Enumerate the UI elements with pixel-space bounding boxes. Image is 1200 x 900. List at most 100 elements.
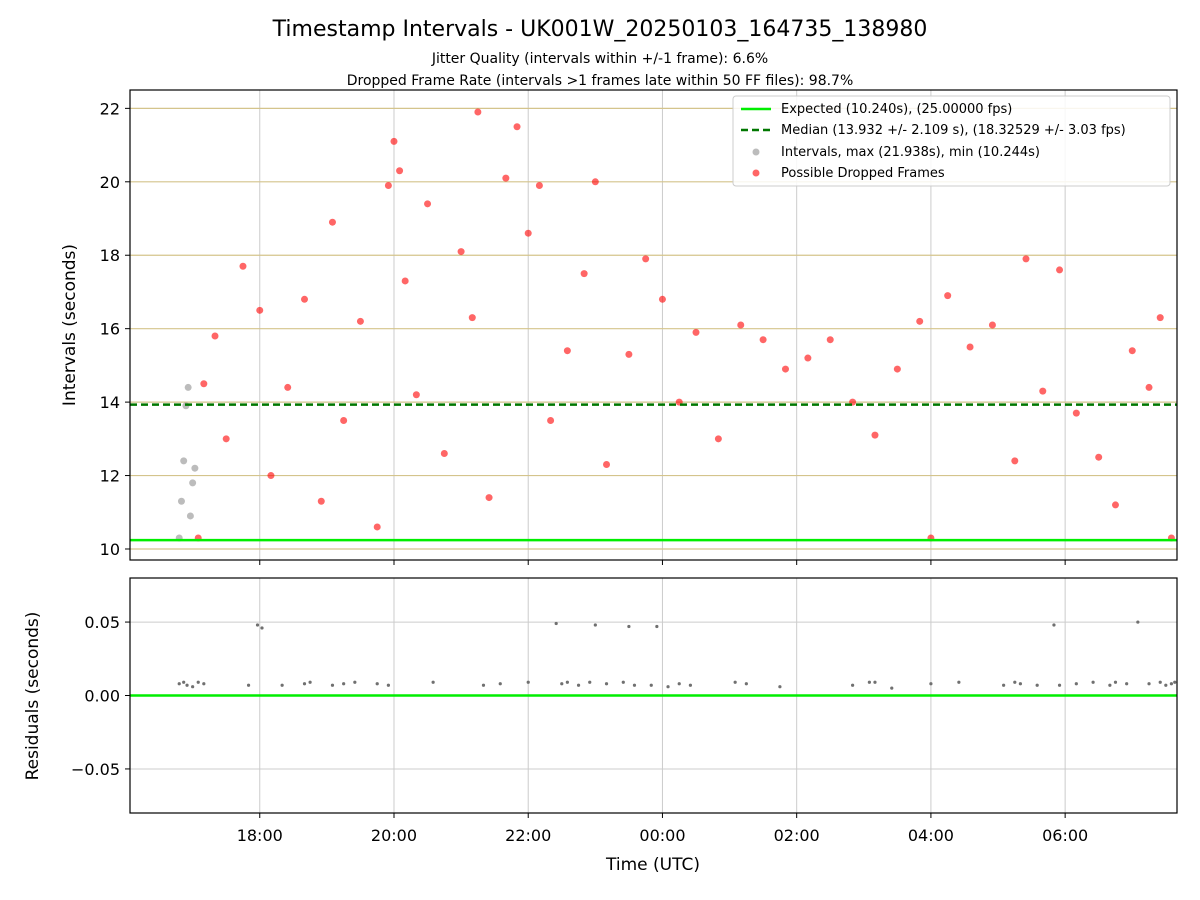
dropped-frame-point [356, 317, 364, 325]
dropped-frame-point [658, 295, 666, 303]
residual-point [1091, 680, 1095, 684]
dropped-frame-point [916, 317, 924, 325]
dropped-frame-point [563, 347, 571, 355]
intervals-legend: Expected (10.240s), (25.00000 fps) Media… [732, 95, 1171, 187]
residual-point [1057, 683, 1062, 687]
y-tick-label: 14 [100, 393, 120, 412]
residuals-x-ticks: 18:00 20:00 22:00 00:00 02:00 04:00 06:00 [237, 813, 1088, 845]
dropped-frame-point [535, 181, 543, 189]
dropped-frame-point [944, 292, 952, 300]
dropped-frame-point [1145, 383, 1153, 391]
dropped-frame-point [412, 391, 420, 399]
residual-point [342, 682, 346, 686]
x-tick-label: 06:00 [1042, 826, 1088, 845]
residual-point [851, 683, 855, 687]
legend-intervals-swatch [752, 148, 760, 156]
residual-point [1164, 683, 1168, 687]
residual-point [196, 680, 200, 684]
residual-point [1035, 683, 1039, 687]
y-tick-label: 12 [100, 467, 120, 486]
dropped-frame-point [256, 306, 264, 314]
dropped-frame-point [591, 178, 599, 186]
dropped-frame-point [966, 343, 974, 351]
residual-point [302, 682, 307, 686]
intervals-reference-lines [130, 403, 1177, 542]
x-tick-label: 04:00 [908, 826, 954, 845]
residual-point [576, 683, 581, 687]
dropped-frame-point [317, 497, 325, 505]
residual-point [957, 680, 961, 684]
interval-point [191, 464, 199, 472]
residual-point [1108, 683, 1112, 687]
chart-subtitle-dropped: Dropped Frame Rate (intervals >1 frames … [347, 73, 854, 89]
dropped-frame-point [485, 494, 493, 502]
x-tick-label: 18:00 [237, 826, 283, 845]
residuals-points [177, 620, 1177, 690]
dropped-frame-point [1128, 347, 1136, 355]
dropped-frame-point [580, 270, 588, 278]
dropped-frame-point [625, 350, 633, 358]
intervals-plot-frame [129, 89, 1178, 561]
residual-point [655, 624, 659, 629]
intervals-y-axis-label: Intervals (seconds) [60, 244, 80, 406]
dropped-frame-point [781, 365, 789, 373]
residual-point [498, 682, 502, 686]
dropped-frame-point [1095, 453, 1103, 461]
residual-point [632, 683, 637, 687]
y-tick-label: 18 [100, 246, 120, 265]
dropped-frame-point [737, 321, 745, 329]
dropped-frame-point [871, 431, 879, 439]
dropped-frame-point [328, 218, 336, 226]
residual-point [185, 683, 189, 687]
dropped-frame-point [547, 416, 555, 424]
y-tick-label: 16 [100, 320, 120, 339]
residual-point [649, 683, 653, 687]
residual-point [1173, 680, 1177, 684]
dropped-frame-point [826, 336, 834, 344]
y-tick-label: 0.00 [84, 687, 120, 706]
residual-point [1147, 682, 1151, 686]
x-tick-label: 02:00 [774, 826, 820, 845]
dropped-frame-point [267, 472, 275, 480]
residual-point [867, 680, 871, 684]
dropped-frame-point [340, 416, 348, 424]
dropped-frame-point [502, 174, 510, 182]
residual-point [621, 680, 625, 684]
dropped-frame-point [642, 255, 650, 263]
interval-point [186, 512, 194, 520]
residual-point [1018, 682, 1022, 686]
residuals-panel: 0.05 0.00 −0.05 18:00 20:00 22:00 00:00 02:00 0… [23, 577, 1178, 875]
dropped-frame-point [1022, 255, 1030, 263]
intervals-panel: 10 12 14 16 18 20 22 Intervals (seconds) Expec… [60, 89, 1178, 565]
residual-point [873, 680, 877, 684]
dropped-frame-point [1039, 387, 1047, 395]
legend-median-label: Median (13.932 +/- 2.109 s), (18.32529 +… [781, 123, 1126, 138]
legend-box [732, 95, 1171, 187]
residual-point [246, 683, 251, 687]
x-tick-label: 22:00 [505, 826, 551, 845]
residual-point [202, 682, 206, 686]
interval-point [189, 479, 197, 487]
dropped-frame-point [1156, 314, 1164, 322]
dropped-frame-point [457, 248, 465, 256]
residual-point [1125, 682, 1129, 686]
y-tick-label: 22 [100, 99, 120, 118]
residual-point [1052, 623, 1056, 627]
y-tick-label: 0.05 [84, 613, 120, 632]
residual-point [666, 685, 670, 689]
y-tick-label: 10 [100, 540, 120, 559]
residual-point [353, 680, 357, 684]
dropped-frame-point [1056, 266, 1064, 274]
dropped-frame-point [893, 365, 901, 373]
dropped-frame-point [401, 277, 409, 285]
legend-dropped-swatch [752, 169, 760, 177]
dropped-frame-point [1011, 457, 1019, 465]
legend-expected-label: Expected (10.240s), (25.00000 fps) [781, 102, 1012, 117]
dropped-frame-point [513, 123, 521, 131]
residual-point [1136, 620, 1140, 624]
x-tick-label: 20:00 [371, 826, 417, 845]
residual-point [177, 682, 181, 686]
dropped-frame-point [759, 336, 767, 344]
dropped-frame-point [474, 108, 482, 116]
